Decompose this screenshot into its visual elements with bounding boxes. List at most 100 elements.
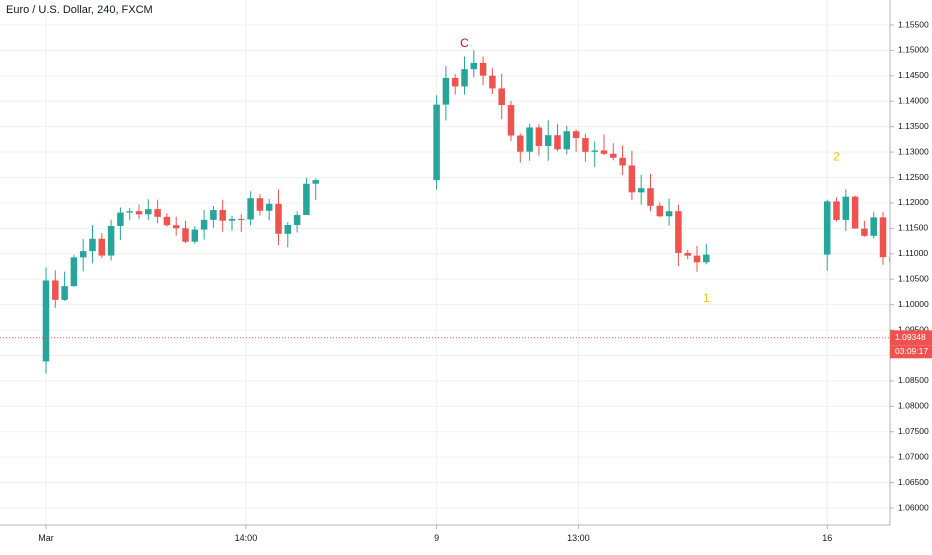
candle-body bbox=[257, 198, 264, 211]
candle-body bbox=[610, 154, 617, 158]
price-tick-label: 1.15000 bbox=[898, 45, 929, 55]
candle-body bbox=[71, 257, 78, 286]
candle-body bbox=[443, 78, 450, 105]
candle-body bbox=[294, 215, 301, 225]
candle-body bbox=[694, 256, 701, 263]
candle bbox=[43, 267, 50, 373]
price-tick-label: 1.06500 bbox=[898, 477, 929, 487]
candle-body bbox=[52, 280, 59, 299]
candle-body bbox=[238, 219, 245, 220]
candle-body bbox=[564, 131, 571, 149]
price-tick-label: 1.13500 bbox=[898, 121, 929, 131]
candle-body bbox=[843, 197, 850, 220]
chart-title: Euro / U.S. Dollar, 240, FXCM bbox=[6, 4, 153, 16]
wave-label: C bbox=[460, 36, 469, 50]
candle-body bbox=[526, 127, 533, 151]
candle-body bbox=[554, 135, 561, 149]
candle bbox=[433, 95, 440, 190]
candle-body bbox=[833, 201, 840, 220]
candle-body bbox=[545, 135, 552, 146]
price-tick-label: 1.14000 bbox=[898, 96, 929, 106]
candle-body bbox=[508, 105, 515, 135]
time-tick-label: Mar bbox=[38, 533, 54, 543]
candle-body bbox=[629, 165, 636, 192]
candle-body bbox=[99, 239, 106, 256]
candle-body bbox=[219, 210, 226, 221]
candle-body bbox=[452, 78, 459, 87]
price-tick-label: 1.12500 bbox=[898, 172, 929, 182]
candle-body bbox=[80, 251, 87, 257]
price-tick-label: 1.12000 bbox=[898, 197, 929, 207]
candle-body bbox=[573, 131, 580, 138]
candle bbox=[508, 101, 515, 141]
candle bbox=[852, 196, 859, 229]
candle-body bbox=[136, 211, 143, 214]
candle-body bbox=[285, 225, 292, 234]
current-price-label: 1.09348 bbox=[895, 332, 926, 342]
candle-body bbox=[647, 188, 654, 206]
candle-body bbox=[591, 150, 598, 151]
candle bbox=[880, 212, 887, 265]
candle-body bbox=[117, 213, 124, 226]
candle-body bbox=[108, 226, 115, 256]
time-tick-label: 14:00 bbox=[235, 533, 258, 543]
wave-label: 1 bbox=[703, 291, 710, 305]
candle-body bbox=[247, 198, 254, 219]
candle-body bbox=[145, 209, 152, 214]
candle-body bbox=[89, 239, 96, 251]
candle-body bbox=[498, 88, 505, 105]
candle-body bbox=[684, 253, 691, 256]
candle-body bbox=[43, 280, 50, 361]
price-tick-label: 1.08500 bbox=[898, 375, 929, 385]
candle-body bbox=[517, 136, 524, 152]
price-tick-label: 1.08000 bbox=[898, 401, 929, 411]
time-axis-background bbox=[0, 525, 890, 550]
candle-body bbox=[852, 197, 859, 229]
candle-body bbox=[638, 188, 645, 192]
candle-body bbox=[164, 217, 171, 225]
candle-body bbox=[154, 209, 161, 217]
candle-body bbox=[861, 229, 868, 236]
candle-body bbox=[480, 63, 487, 76]
time-tick-label: 13:00 bbox=[567, 533, 590, 543]
price-tick-label: 1.10000 bbox=[898, 299, 929, 309]
candle-body bbox=[61, 286, 68, 300]
candle-body bbox=[601, 150, 608, 153]
candle-body bbox=[192, 230, 199, 242]
price-tick-label: 1.14500 bbox=[898, 70, 929, 80]
candle-body bbox=[657, 206, 664, 216]
candle-body bbox=[312, 180, 319, 184]
candle-body bbox=[461, 69, 468, 86]
time-tick-label: 16 bbox=[822, 533, 832, 543]
candle-body bbox=[880, 217, 887, 257]
candle-body bbox=[703, 255, 710, 263]
candle-body bbox=[201, 220, 208, 230]
candle-body bbox=[210, 210, 217, 220]
candle-body bbox=[666, 211, 673, 216]
candle-body bbox=[536, 127, 543, 146]
candle-body bbox=[471, 63, 478, 69]
time-axis[interactable]: Mar14:00913:001613:002326Apr614:001314:0… bbox=[0, 525, 932, 550]
price-tick-label: 1.15500 bbox=[898, 19, 929, 29]
candle-body bbox=[182, 228, 189, 241]
price-tick-label: 1.07000 bbox=[898, 451, 929, 461]
candle-body bbox=[229, 219, 236, 221]
countdown-label: 03:09:17 bbox=[895, 346, 928, 356]
price-tick-label: 1.13000 bbox=[898, 146, 929, 156]
candle-body bbox=[489, 76, 496, 89]
candle-body bbox=[275, 204, 282, 234]
price-tick-label: 1.07500 bbox=[898, 426, 929, 436]
candle-body bbox=[870, 217, 877, 235]
candle-body bbox=[619, 158, 626, 166]
candle-body bbox=[824, 201, 831, 254]
wave-label: 2 bbox=[833, 149, 840, 163]
candle-body bbox=[303, 184, 310, 215]
candle-body bbox=[173, 225, 180, 228]
price-tick-label: 1.11000 bbox=[898, 248, 928, 258]
price-tick-label: 1.06000 bbox=[898, 502, 929, 512]
price-axis[interactable]: 1.15500 1.15000 1.14500 1.14000 1.13500 1.130… bbox=[890, 0, 932, 550]
price-tick-label: 1.10500 bbox=[898, 273, 929, 283]
candle-body bbox=[675, 211, 682, 253]
